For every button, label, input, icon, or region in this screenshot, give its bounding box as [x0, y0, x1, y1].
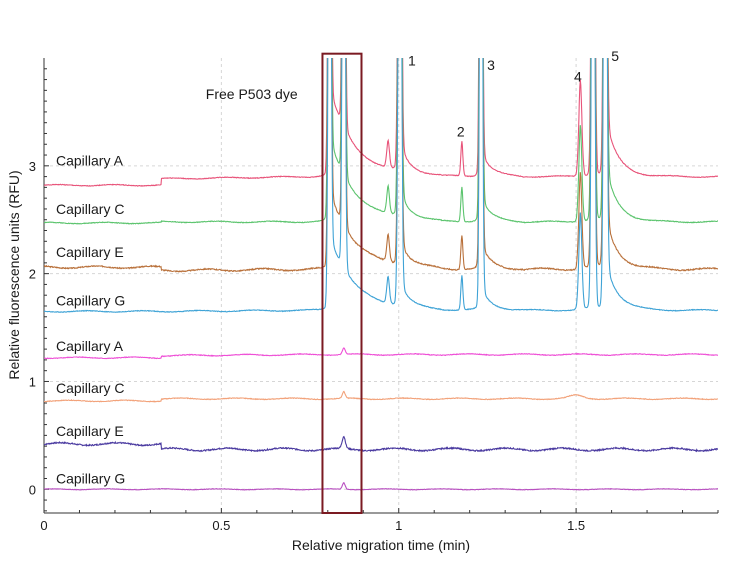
highlight-box [321, 52, 363, 515]
peak-annotations: Free P503 dye 1 2 3 4 5 [206, 48, 619, 139]
trace-label: Capillary C [56, 380, 124, 396]
y-tick-label: 1 [29, 374, 36, 389]
y-axis-label: Relative fluorescence units (RFU) [6, 170, 22, 379]
trace-label: Capillary C [56, 201, 124, 217]
series-line-3 [44, 58, 718, 313]
peak-label: 5 [611, 48, 619, 64]
series-line-6 [44, 435, 718, 453]
trace-label: Capillary A [56, 338, 124, 354]
free-dye-label: Free P503 dye [206, 86, 298, 102]
trace-label: Capillary G [56, 470, 125, 486]
x-tick-label: 1.5 [567, 518, 585, 533]
peak-label: 4 [574, 69, 582, 85]
peak-label: 1 [408, 53, 416, 69]
y-tick-label: 2 [29, 267, 36, 282]
trace-labels: Capillary A Capillary C Capillary E Capilla… [56, 152, 125, 486]
series-line-5 [44, 390, 718, 403]
trace-label: Capillary G [56, 293, 125, 309]
trace-label: Capillary E [56, 244, 124, 260]
trace-label: Capillary A [56, 152, 124, 168]
series-line-7 [44, 482, 718, 491]
trace-label: Capillary E [56, 423, 124, 439]
y-tick-label: 3 [29, 159, 36, 174]
axes: 0 0.5 1 1.5 0 1 2 3 [29, 58, 719, 533]
x-tick-label: 0 [40, 518, 47, 533]
y-tick-label: 0 [29, 482, 36, 497]
series-line-1 [44, 58, 718, 225]
x-tick-label: 1 [395, 518, 402, 533]
series-line-0 [44, 58, 718, 187]
free-dye-box [321, 52, 363, 515]
peak-label: 2 [457, 124, 465, 140]
x-axis-label: Relative migration time (min) [292, 537, 470, 553]
traces [44, 58, 718, 491]
x-tick-label: 0.5 [212, 518, 230, 533]
series-line-2 [44, 58, 718, 273]
peak-label: 3 [487, 57, 495, 73]
series-line-4 [44, 347, 718, 360]
